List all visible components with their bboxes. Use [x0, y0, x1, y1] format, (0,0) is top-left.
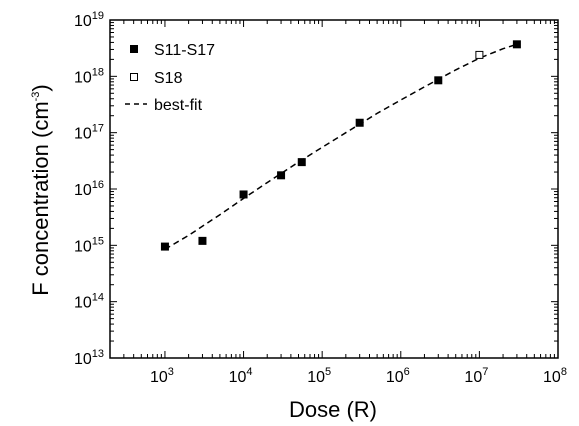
y-tick-label: 1014	[74, 292, 104, 312]
legend-label-s18: S18	[154, 70, 183, 87]
x-tick-label-exp: 5	[325, 366, 331, 378]
x-tick-label-base: 10	[307, 369, 325, 386]
x-tick-label-exp: 7	[482, 366, 488, 378]
x-tick-label: 108	[543, 366, 567, 386]
x-tick-label-base: 10	[464, 369, 482, 386]
y-axis-title-close: )	[28, 84, 53, 91]
y-tick-label-base: 10	[74, 351, 92, 368]
x-tick-label-base: 10	[386, 369, 404, 386]
y-tick-label-base: 10	[74, 295, 92, 312]
y-tick-label-base: 10	[74, 126, 92, 143]
best-fit-line	[164, 43, 518, 250]
data-point-s18	[475, 50, 484, 59]
x-tick-label-exp: 8	[561, 366, 567, 378]
tick-labels: 103 104 105 106 107 1081013101410151016101710…	[74, 10, 567, 386]
y-axis-title-sup: -3	[30, 92, 42, 102]
x-tick-label-exp: 6	[404, 366, 410, 378]
y-tick-label: 1016	[74, 179, 104, 199]
y-tick-label-exp: 13	[92, 348, 104, 360]
legend-marker-s11-s17	[130, 45, 138, 53]
y-tick-label: 1013	[74, 348, 104, 368]
x-tick-label: 106	[386, 366, 410, 386]
data-point-s11-s17	[198, 236, 207, 245]
axis-ticks	[109, 20, 559, 359]
legend-label-best-fit: best-fit	[154, 97, 203, 114]
legend-label-s11-s17: S11-S17	[154, 42, 215, 59]
x-tick-label-base: 10	[229, 369, 247, 386]
x-tick-label-base: 10	[150, 369, 168, 386]
x-tick-label-exp: 4	[246, 366, 252, 378]
y-axis-title: F concentration (cm-3)	[28, 84, 53, 296]
y-tick-label-exp: 14	[92, 292, 104, 304]
x-tick-label: 104	[229, 366, 253, 386]
data-point-s11-s17	[160, 242, 169, 251]
y-tick-label: 1015	[74, 235, 104, 255]
y-tick-label-exp: 16	[92, 179, 104, 191]
legend: S11-S17 S18 best-fit	[125, 42, 215, 114]
y-tick-label: 1017	[74, 123, 104, 143]
data-point-s11-s17	[239, 190, 248, 199]
x-tick-label: 103	[150, 366, 174, 386]
y-tick-label-exp: 15	[92, 235, 104, 247]
x-tick-label-base: 10	[543, 369, 561, 386]
data-point-s11-s17	[434, 76, 443, 85]
y-tick-label: 1018	[74, 66, 104, 86]
y-tick-label: 1019	[74, 10, 104, 30]
y-tick-label-base: 10	[74, 238, 92, 255]
y-tick-label-base: 10	[74, 69, 92, 86]
data-point-s11-s17	[277, 171, 286, 180]
y-tick-label-base: 10	[74, 182, 92, 199]
data-point-s11-s17	[512, 40, 521, 49]
x-tick-label: 105	[307, 366, 331, 386]
data-point-s11-s17	[355, 118, 364, 127]
x-axis-title: Dose (R)	[289, 397, 377, 422]
data-point-s11-s17	[297, 158, 306, 167]
y-tick-label-base: 10	[74, 13, 92, 30]
y-tick-label-exp: 17	[92, 123, 104, 135]
y-tick-label-exp: 19	[92, 10, 104, 22]
y-axis-title-main: F concentration (cm	[28, 101, 53, 295]
x-tick-label: 107	[464, 366, 488, 386]
y-tick-label-exp: 18	[92, 66, 104, 78]
x-tick-label-exp: 3	[168, 366, 174, 378]
data-series	[160, 40, 521, 251]
legend-marker-s18	[130, 73, 138, 81]
